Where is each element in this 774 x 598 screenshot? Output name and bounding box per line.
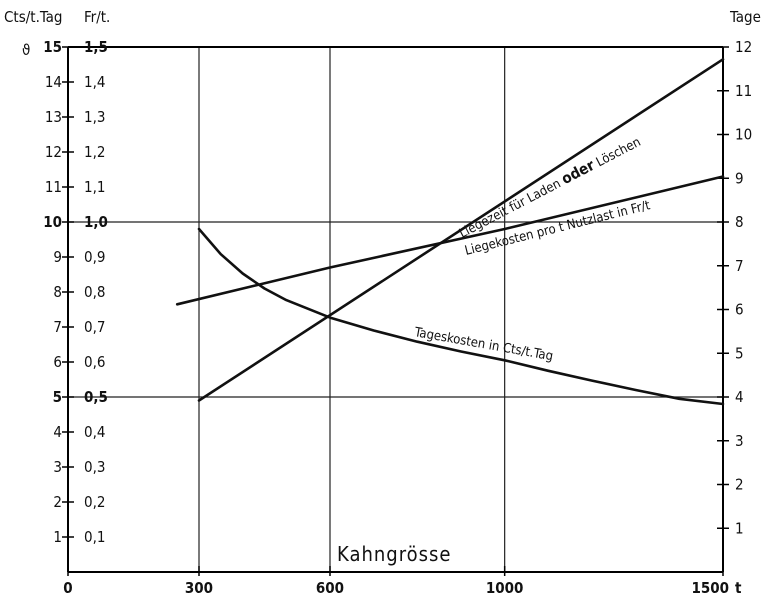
left-tick-label-cts: 7 <box>53 318 62 336</box>
left-tick-label-fr: 1,4 <box>84 73 105 91</box>
x-axis-title: Kahngrösse <box>337 542 452 566</box>
left-tick-label-fr: 0,9 <box>84 248 105 266</box>
left-tick-label-fr: 1,5 <box>84 38 108 56</box>
left-tick-label-cts: 14 <box>45 73 62 91</box>
series <box>175 58 725 406</box>
left-tick-label-cts: 10 <box>43 213 62 231</box>
series-label-liegekosten: Liegekosten pro t Nutzlast in Fr/t <box>463 198 652 259</box>
right-tick-label: 2 <box>735 476 744 494</box>
axes <box>67 46 724 573</box>
left-tick-label-fr: 0,3 <box>84 458 105 476</box>
ticks: 1 0,12 0,23 0,34 0,45 0,56 0,67 0,78 0,89 0,910 1,… <box>43 38 752 597</box>
left-axis-title-cts: Cts/t.Tag <box>4 8 62 26</box>
right-tick-label: 6 <box>735 301 744 319</box>
left-tick-label-cts: 2 <box>53 493 62 511</box>
x-tick-label: 600 <box>316 579 344 597</box>
left-tick-label-fr: 1,0 <box>84 213 108 231</box>
x-tick-label: 1500 <box>691 579 729 597</box>
x-tick-label: 0 <box>63 579 72 597</box>
right-tick-label: 4 <box>735 388 744 406</box>
left-tick-label-cts: 13 <box>45 108 62 126</box>
left-tick-label-cts: 12 <box>45 143 62 161</box>
left-tick-label-cts: 9 <box>53 248 62 266</box>
x-tick-label: 1000 <box>486 579 524 597</box>
series-line-liegekosten <box>175 175 725 306</box>
left-tick-label-fr: 0,6 <box>84 353 105 371</box>
left-tick-label-fr: 1,2 <box>84 143 105 161</box>
axis-symbol: ϑ <box>22 41 30 59</box>
series-line-tageskosten <box>197 227 725 406</box>
left-tick-label-cts: 4 <box>53 423 62 441</box>
series-line-liegezeit <box>197 58 725 402</box>
left-tick-label-fr: 0,2 <box>84 493 105 511</box>
left-tick-label-cts: 5 <box>53 388 62 406</box>
right-tick-label: 3 <box>735 432 744 450</box>
right-tick-label: 5 <box>735 344 744 362</box>
left-tick-label-fr: 0,7 <box>84 318 105 336</box>
left-tick-label-fr: 1,3 <box>84 108 105 126</box>
right-tick-label: 11 <box>735 82 752 100</box>
right-axis-title-tage: Tage <box>729 8 761 26</box>
left-tick-label-fr: 0,5 <box>84 388 108 406</box>
left-tick-label-cts: 1 <box>53 528 62 546</box>
left-tick-label-cts: 6 <box>53 353 62 371</box>
right-tick-label: 1 <box>735 519 744 537</box>
left-tick-label-cts: 15 <box>43 38 62 56</box>
left-tick-label-cts: 11 <box>45 178 62 196</box>
right-tick-label: 7 <box>735 257 744 275</box>
right-tick-label: 10 <box>735 126 752 144</box>
left-tick-label-fr: 0,1 <box>84 528 105 546</box>
left-tick-label-cts: 3 <box>53 458 62 476</box>
left-axis-title-fr: Fr/t. <box>84 8 110 26</box>
left-tick-label-fr: 1,1 <box>84 178 105 196</box>
grid <box>68 47 723 572</box>
right-tick-label: 8 <box>735 213 744 231</box>
right-tick-label: 12 <box>735 38 752 56</box>
x-tick-label: 300 <box>185 579 213 597</box>
right-tick-label: 9 <box>735 169 744 187</box>
left-tick-label-cts: 8 <box>53 283 62 301</box>
left-tick-label-fr: 0,4 <box>84 423 105 441</box>
left-tick-label-fr: 0,8 <box>84 283 105 301</box>
x-axis-unit: t <box>735 579 742 597</box>
